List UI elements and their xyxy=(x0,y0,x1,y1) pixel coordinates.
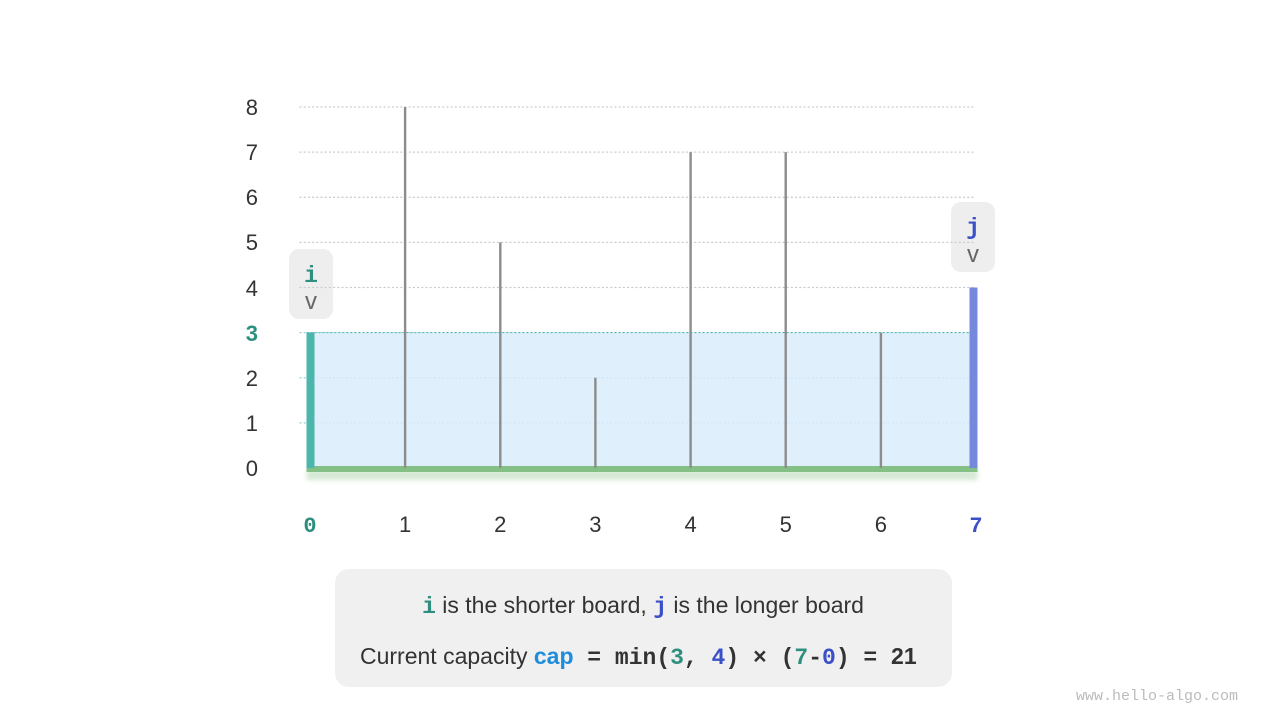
svg-text:2: 2 xyxy=(246,366,258,391)
svg-text:5: 5 xyxy=(780,512,792,537)
svg-text:3: 3 xyxy=(246,321,258,346)
svg-text:8: 8 xyxy=(246,95,258,120)
svg-text:i: i xyxy=(304,263,318,289)
svg-text:i is the shorter board, j is t: i is the shorter board, j is the longer … xyxy=(422,592,864,620)
svg-text:1: 1 xyxy=(399,512,411,537)
svg-text:7: 7 xyxy=(969,514,982,539)
svg-text:4: 4 xyxy=(246,276,258,301)
svg-text:4: 4 xyxy=(684,512,696,537)
svg-text:j: j xyxy=(966,215,980,241)
svg-text:0: 0 xyxy=(303,514,316,539)
svg-text:v: v xyxy=(967,241,979,268)
svg-text:2: 2 xyxy=(494,512,506,537)
svg-text:6: 6 xyxy=(875,512,887,537)
svg-text:3: 3 xyxy=(589,512,601,537)
svg-text:6: 6 xyxy=(246,185,258,210)
svg-text:0: 0 xyxy=(246,456,258,481)
svg-text:www.hello-algo.com: www.hello-algo.com xyxy=(1076,688,1238,705)
svg-text:7: 7 xyxy=(246,140,258,165)
svg-text:Current capacity cap = min(3,: Current capacity cap = min(3, 4) × (7-0)… xyxy=(360,643,917,671)
svg-text:1: 1 xyxy=(246,411,258,436)
svg-text:v: v xyxy=(305,288,317,315)
svg-text:5: 5 xyxy=(246,230,258,255)
